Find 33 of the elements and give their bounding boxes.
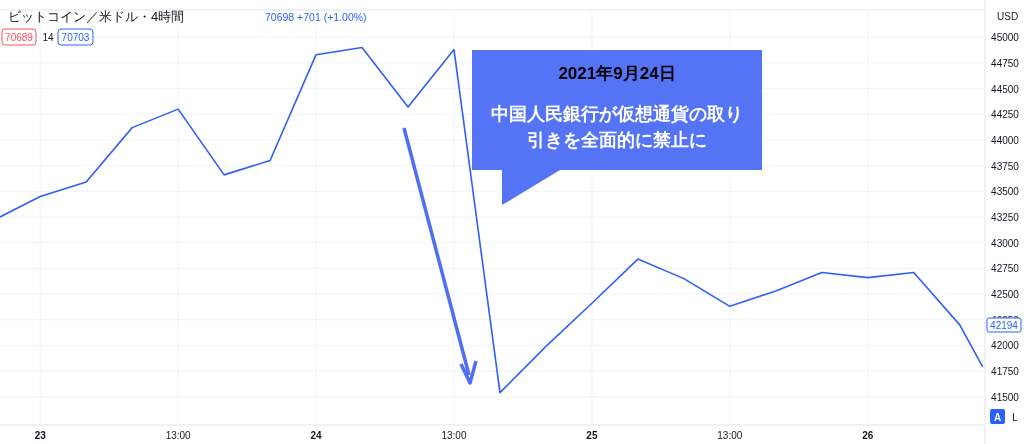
y-tick-label: 45000 (991, 32, 1020, 44)
y-tick-label: 42750 (991, 263, 1020, 275)
y-tick-label: 44750 (991, 57, 1020, 69)
y-tick-label: 43250 (991, 211, 1020, 223)
x-tick-label: 25 (586, 430, 598, 441)
y-tick-label: 42500 (991, 289, 1020, 301)
x-tick-label: 13:00 (441, 430, 467, 441)
y-tick-label: 41500 (991, 391, 1020, 403)
annotation: 70698 +701 (+1.00%) (265, 11, 367, 23)
y-tick-label: 42000 (991, 340, 1020, 352)
y-tick-label: 44000 (991, 134, 1020, 146)
y-tick-label: 44500 (991, 83, 1020, 95)
y-tick-label: 43500 (991, 186, 1020, 198)
annotation: 2021年9月24日 (557, 63, 677, 85)
y-tick-label: 43000 (991, 237, 1020, 249)
chart-title: ビットコイン／米ドル・4時間 (8, 9, 185, 24)
x-tick-label: 23 (34, 430, 47, 441)
annotation: 14 (42, 32, 54, 43)
annotation: 70689 (5, 32, 34, 43)
x-tick-label: 24 (310, 430, 323, 441)
text: A (993, 412, 1002, 423)
y-tick-label: 44250 (991, 109, 1020, 121)
text: L (1012, 412, 1019, 423)
text: 42194 (990, 320, 1019, 331)
y-axis-title: USD (997, 11, 1019, 22)
annotation: 中国人民銀行が仮想通貨の取り引きを全面的に禁止に (490, 103, 744, 152)
x-tick-label: 13:00 (165, 430, 192, 441)
annotation: 70703 (61, 32, 90, 43)
y-tick-label: 43750 (991, 160, 1020, 172)
x-tick-label: 13:00 (717, 430, 743, 441)
line-series (0, 46, 984, 394)
x-tick-label: 26 (862, 430, 874, 441)
y-tick-label: 41750 (991, 366, 1020, 378)
